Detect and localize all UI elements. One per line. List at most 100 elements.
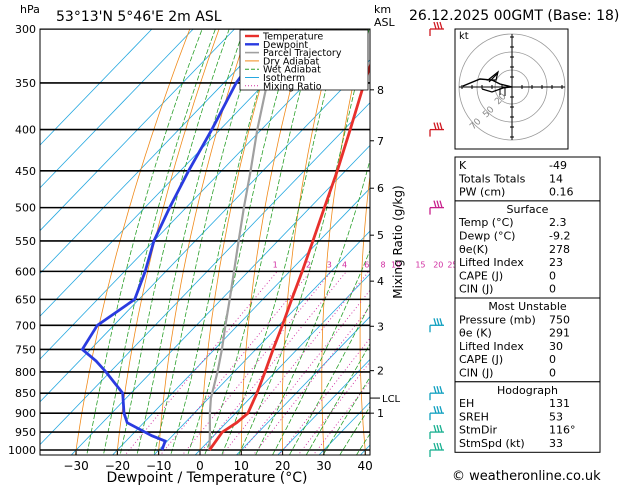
index-label: Lifted Index <box>459 340 524 353</box>
isotherm <box>112 187 370 455</box>
index-value: 0 <box>549 353 556 366</box>
index-label: SREH <box>459 410 489 423</box>
legend-label: Temperature <box>262 32 323 43</box>
dry-adiabat <box>157 29 249 455</box>
isotherm <box>40 29 235 232</box>
index-label: CAPE (J) <box>459 353 503 366</box>
wind-barb <box>429 200 444 215</box>
mixing-ratio-line <box>124 271 278 455</box>
mixing-ratio-label: 4 <box>342 260 347 269</box>
x-tick-label: 10 <box>234 459 249 473</box>
mixing-ratio-label: 6 <box>364 260 369 269</box>
dry-adiabat <box>74 29 191 455</box>
index-value: 131 <box>549 397 570 410</box>
x-axis-title: Dewpoint / Temperature (°C) <box>107 470 308 486</box>
dry-adiabat <box>598 29 629 467</box>
index-label: Pressure (mb) <box>459 313 536 326</box>
legend-label: Parcel Trajectory <box>263 48 342 59</box>
wet-adiabat <box>136 29 245 455</box>
wet-adiabat <box>339 405 370 455</box>
dry-adiabat <box>240 29 308 455</box>
index-value: 0.16 <box>549 186 574 199</box>
x-tick-label: 40 <box>358 459 373 473</box>
height-tick-label: 2 <box>377 365 384 378</box>
isotherm <box>40 29 153 146</box>
wind-barb <box>429 442 444 457</box>
height-axis: 8 7 6 5 4 3 2 1 LCL <box>370 84 401 420</box>
datetime-title: 26.12.2025 00GMT (Base: 18) <box>409 8 619 24</box>
mixing-ratio-label: 1 <box>273 260 278 269</box>
hodograph-unit: kt <box>459 31 469 42</box>
index-value: 30 <box>549 340 563 353</box>
x-tick-label: −20 <box>105 459 130 473</box>
index-value: 23 <box>549 256 563 269</box>
isotherm <box>40 29 318 317</box>
height-unit-asl: ASL <box>374 16 396 29</box>
pressure-tick-label: 800 <box>15 366 36 379</box>
height-tick-label: 7 <box>377 135 384 148</box>
mixing-ratio-axis-title: Mixing Ratio (g/kg) <box>391 185 405 298</box>
index-value: 0 <box>549 367 556 380</box>
index-label: PW (cm) <box>459 186 505 199</box>
x-tick-label: −30 <box>63 459 88 473</box>
dry-adiabat <box>359 172 370 455</box>
indices-table: K -49 Totals Totals 14 PW (cm) 0.16SurfaceTem… <box>454 156 601 453</box>
indices-top-box <box>454 156 601 202</box>
index-label: Totals Totals <box>458 172 526 185</box>
isotherm <box>40 29 359 360</box>
storm-motion-arrow <box>486 70 500 81</box>
index-value: 291 <box>549 327 570 340</box>
wind-barb <box>429 21 444 36</box>
index-label: Dewp (°C) <box>459 230 515 243</box>
index-section-title: Surface <box>507 203 549 216</box>
index-label: K <box>459 159 467 172</box>
wet-adiabat <box>187 29 297 455</box>
pressure-tick-label: 500 <box>15 202 36 215</box>
index-value: 14 <box>549 172 563 185</box>
height-tick-label: 3 <box>377 320 384 333</box>
wet-adiabat <box>204 29 318 455</box>
index-label: Temp (°C) <box>458 216 514 229</box>
mixing-ratio-label: 3 <box>327 260 332 269</box>
pressure-tick-label: 300 <box>15 23 36 36</box>
legend-label: Isotherm <box>263 73 305 84</box>
lcl-label: LCL <box>382 394 401 405</box>
wet-adiabat <box>272 249 370 455</box>
wind-barb <box>429 424 444 440</box>
pressure-unit-label: hPa <box>20 3 40 16</box>
mixing-ratio-line <box>159 271 311 455</box>
dry-adiabat <box>116 29 220 455</box>
temperature-axis: −30 −20 −10 0 10 20 30 40 <box>63 451 373 473</box>
wet-adiabat <box>86 29 203 455</box>
index-value: 278 <box>549 243 570 256</box>
index-value: 750 <box>549 313 570 326</box>
index-value: 2.3 <box>549 216 567 229</box>
plot-frame <box>39 28 371 456</box>
isotherm <box>40 102 370 446</box>
wind-barb <box>429 405 444 421</box>
isotherm <box>40 29 194 189</box>
wet-adiabat <box>153 29 260 455</box>
plot-area <box>40 29 629 467</box>
mixing-ratio-label: 20 <box>433 260 443 269</box>
pressure-tick-label: 850 <box>15 387 36 400</box>
dewpoint-line <box>80 29 278 451</box>
index-section-title: Hodograph <box>497 384 558 397</box>
mixing-ratio-label: 2 <box>306 260 311 269</box>
wet-adiabat <box>305 343 370 455</box>
index-label: CAPE (J) <box>459 269 503 282</box>
mixing-ratio-label: 8 <box>381 260 386 269</box>
index-value: 33 <box>549 437 563 450</box>
index-value: -49 <box>549 159 567 172</box>
dry-adiabat <box>199 29 278 455</box>
index-label: CIN (J) <box>459 367 493 380</box>
pressure-tick-label: 350 <box>15 77 36 90</box>
wind-barb <box>429 122 444 137</box>
index-label: StmSpd (kt) <box>459 437 525 450</box>
pressure-tick-label: 650 <box>15 293 36 306</box>
wet-adiabat <box>103 29 216 455</box>
index-label: EH <box>459 397 474 410</box>
mixing-ratio-label: 15 <box>415 260 425 269</box>
height-unit-km: km <box>374 3 391 16</box>
